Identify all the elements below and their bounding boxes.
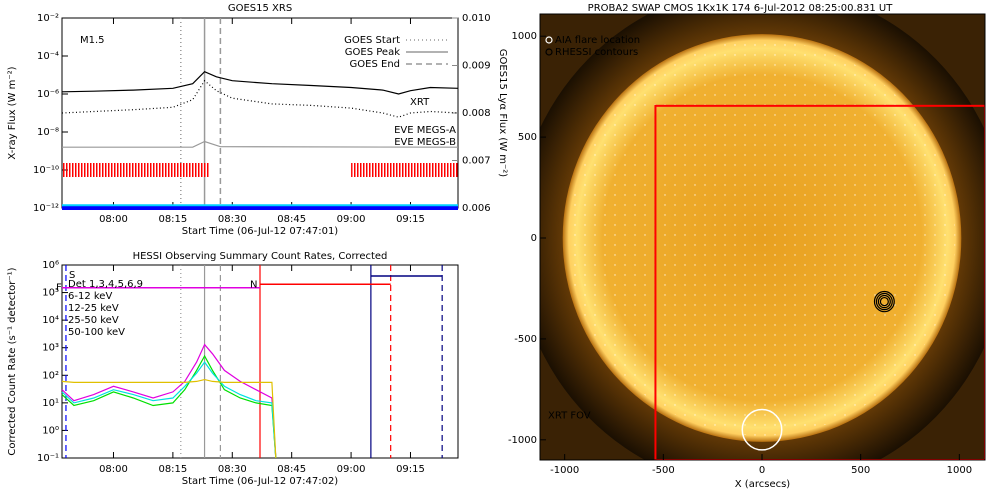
y-tick-label: 10⁻¹ bbox=[37, 453, 59, 464]
series-line bbox=[61, 361, 277, 459]
y-tick-label: 10² bbox=[42, 370, 59, 381]
y-tick-label: 0 bbox=[531, 233, 537, 244]
xrt-fov bbox=[654, 104, 985, 460]
y-tick-label: 10⁻¹² bbox=[33, 203, 59, 214]
swap-title: PROBA2 SWAP CMOS 1Kx1K 174 6-Jul-2012 08… bbox=[588, 3, 894, 14]
y-tick-label: 500 bbox=[518, 132, 537, 143]
series-line bbox=[61, 79, 459, 118]
y-tick-label: 10⁻² bbox=[37, 13, 59, 24]
y2-tick-label: 0.008 bbox=[462, 108, 491, 119]
y-tick-label: 10⁶ bbox=[42, 260, 59, 271]
rhessi-contour bbox=[877, 294, 891, 309]
x-tick-label: 09:00 bbox=[337, 464, 366, 475]
y-tick-label: 10⁰ bbox=[42, 425, 59, 436]
rhessi-contour bbox=[875, 292, 893, 311]
legend-label: 6-12 keV bbox=[68, 291, 112, 302]
series-line bbox=[61, 343, 277, 459]
x-tick-label: 08:30 bbox=[218, 214, 247, 225]
marker-label: S bbox=[69, 270, 75, 281]
x-tick-label: 08:45 bbox=[277, 464, 306, 475]
legend-label: EVE MEGS-B bbox=[394, 137, 456, 148]
y-tick-label: 10¹ bbox=[42, 398, 59, 409]
grid-dots bbox=[568, 40, 956, 436]
y-tick-label: 10⁴ bbox=[42, 315, 59, 326]
fov-label: XRT FOV bbox=[548, 411, 591, 422]
y2-tick-label: 0.007 bbox=[462, 156, 491, 167]
x-tick-label: 09:15 bbox=[396, 464, 425, 475]
legend-label: GOES Start bbox=[344, 35, 400, 46]
x-tick-label: 09:15 bbox=[396, 214, 425, 225]
legend-symbol bbox=[545, 48, 553, 56]
y2-tick-label: 0.006 bbox=[462, 203, 491, 214]
x-tick-label: 1000 bbox=[947, 465, 972, 476]
xrt-coverage bbox=[351, 163, 458, 177]
legend-label: EVE MEGS-A bbox=[394, 125, 456, 136]
y-axis-label: Corrected Count Rate (s⁻¹ detector⁻¹) bbox=[7, 267, 18, 455]
legend-label: GOES Peak bbox=[345, 47, 400, 58]
x-tick-label: 500 bbox=[851, 465, 870, 476]
y2-tick-label: 0.010 bbox=[462, 13, 491, 24]
rhessi-contour bbox=[873, 290, 895, 313]
y-tick-label: -500 bbox=[514, 334, 537, 345]
series-line bbox=[61, 70, 459, 95]
legend-label: 50-100 keV bbox=[68, 327, 125, 338]
series-line bbox=[61, 354, 277, 459]
y-tick-label: 10³ bbox=[42, 343, 59, 354]
y-tick-label: 10⁻⁴ bbox=[37, 51, 59, 62]
legend-label: 25-50 keV bbox=[68, 315, 119, 326]
legend-label: GOES End bbox=[350, 59, 400, 70]
x-tick-label: 08:45 bbox=[277, 214, 306, 225]
hessi-title: HESSI Observing Summary Count Rates, Cor… bbox=[133, 251, 388, 262]
state-label: N bbox=[250, 279, 257, 290]
state-label: F bbox=[56, 283, 62, 294]
rhessi-contour bbox=[879, 296, 889, 307]
detectors-label: Det 1,3,4,5,6,9 bbox=[68, 279, 143, 290]
solar-image bbox=[540, 14, 985, 460]
x-axis-label: Start Time (06-Jul-12 07:47:02) bbox=[182, 476, 339, 487]
series-line bbox=[62, 140, 459, 148]
legend-label: AIA flare location bbox=[555, 35, 640, 46]
y-tick-label: 10⁵ bbox=[42, 288, 59, 299]
x-tick-label: 08:15 bbox=[158, 214, 187, 225]
xrt-coverage bbox=[62, 163, 209, 177]
x-tick-label: 08:00 bbox=[99, 464, 128, 475]
y-tick-label: 1000 bbox=[512, 31, 537, 42]
goes-title: GOES15 XRS bbox=[228, 3, 292, 14]
x-tick-label: 08:00 bbox=[99, 214, 128, 225]
y-tick-label: 10⁻⁶ bbox=[37, 89, 59, 100]
x-tick-label: 08:15 bbox=[158, 464, 187, 475]
legend-label: 12-25 keV bbox=[68, 303, 119, 314]
xrt-label: XRT bbox=[410, 97, 430, 108]
legend-label: RHESSI contours bbox=[555, 47, 638, 58]
y-tick-label: 10⁻¹⁰ bbox=[33, 165, 59, 176]
y2-axis-label: GOES15 Lyα Flux (W m⁻²) bbox=[497, 49, 508, 177]
flare-class: M1.5 bbox=[80, 35, 105, 46]
x-tick-label: 0 bbox=[759, 465, 765, 476]
x-axis-label: X (arcsecs) bbox=[735, 479, 791, 490]
aia-flare-location bbox=[741, 408, 783, 451]
x-axis-label: Start Time (06-Jul-12 07:47:01) bbox=[182, 226, 339, 237]
y-tick-label: -1000 bbox=[508, 435, 537, 446]
series-line bbox=[61, 378, 277, 459]
legend-symbol bbox=[545, 36, 553, 44]
y-axis-label: X-ray Flux (W m⁻²) bbox=[7, 66, 18, 159]
x-tick-label: -1000 bbox=[550, 465, 579, 476]
x-tick-label: -500 bbox=[652, 465, 675, 476]
y-tick-label: 10⁻⁸ bbox=[37, 127, 59, 138]
x-tick-label: 09:00 bbox=[337, 214, 366, 225]
y2-tick-label: 0.009 bbox=[462, 61, 491, 72]
x-tick-label: 08:30 bbox=[218, 464, 247, 475]
